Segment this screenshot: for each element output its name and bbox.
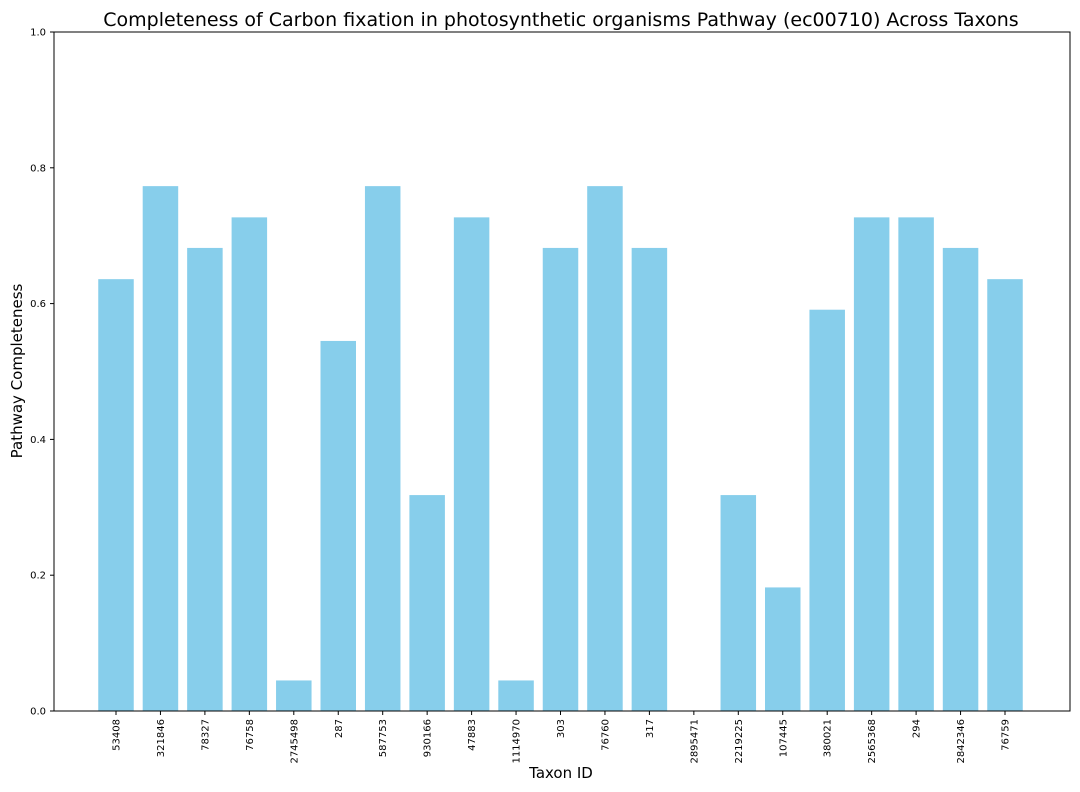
x-tick-label: 53408	[112, 719, 123, 751]
y-axis-label: Pathway Completeness	[8, 283, 26, 458]
x-tick-label: 76758	[245, 719, 256, 751]
y-tick-label: 0.8	[30, 163, 46, 174]
chart-title: Completeness of Carbon fixation in photo…	[103, 9, 1018, 31]
x-tick-label: 321846	[156, 719, 167, 757]
x-tick-label: 2745498	[289, 719, 300, 764]
x-tick-label: 2895471	[689, 719, 700, 764]
x-tick-label: 587753	[378, 719, 389, 757]
x-tick-label: 2842346	[956, 719, 967, 764]
bar-53408	[98, 279, 134, 711]
x-tick-label: 2565368	[867, 719, 878, 764]
x-axis: 53408 321846 78327 76758 2745498 287 587753 930…	[112, 711, 1012, 764]
bar-76758	[231, 217, 268, 711]
x-tick-label: 287	[334, 719, 345, 738]
x-tick-label: 76760	[600, 719, 611, 751]
bar-2219225	[720, 495, 757, 711]
x-tick-label: 78327	[200, 719, 211, 751]
bar-107445	[765, 587, 801, 711]
x-tick-label: 1114970	[512, 719, 523, 764]
x-tick-label: 303	[556, 719, 567, 738]
y-tick-label: 0.6	[30, 299, 46, 310]
bar-2745498	[276, 680, 312, 711]
bar-76759	[987, 279, 1023, 711]
y-tick-label: 0.4	[30, 435, 46, 446]
x-tick-label: 317	[645, 719, 656, 738]
bar-380021	[809, 309, 845, 711]
bar-317	[631, 247, 668, 712]
x-tick-label: 380021	[823, 719, 834, 757]
x-tick-label: 76759	[1001, 719, 1012, 751]
bar-1114970	[498, 680, 534, 711]
x-tick-label: 2219225	[734, 719, 745, 764]
bars-group	[98, 186, 1023, 712]
y-tick-label: 0.0	[30, 707, 46, 718]
x-tick-label: 294	[912, 719, 923, 738]
x-tick-label: 47883	[467, 719, 478, 751]
bar-321846	[142, 186, 179, 711]
bar-78327	[187, 247, 223, 712]
x-tick-label: 930166	[423, 719, 434, 757]
plot-frame	[53, 31, 1071, 712]
bar-2565368	[853, 217, 890, 711]
bar-587753	[364, 186, 401, 711]
y-tick-label: 1.0	[30, 28, 46, 39]
bar-294	[898, 217, 934, 711]
bar-76760	[587, 186, 623, 711]
bar-303	[542, 247, 579, 712]
bar-2842346	[942, 247, 979, 712]
x-tick-label: 107445	[778, 719, 789, 757]
bar-930166	[409, 495, 445, 711]
bar-47883	[453, 217, 490, 711]
x-axis-label: Taxon ID	[528, 764, 593, 782]
bar-287	[320, 340, 356, 711]
y-tick-label: 0.2	[30, 571, 46, 582]
y-axis: 0.0 0.2 0.4 0.6 0.8 1.0	[30, 28, 54, 718]
